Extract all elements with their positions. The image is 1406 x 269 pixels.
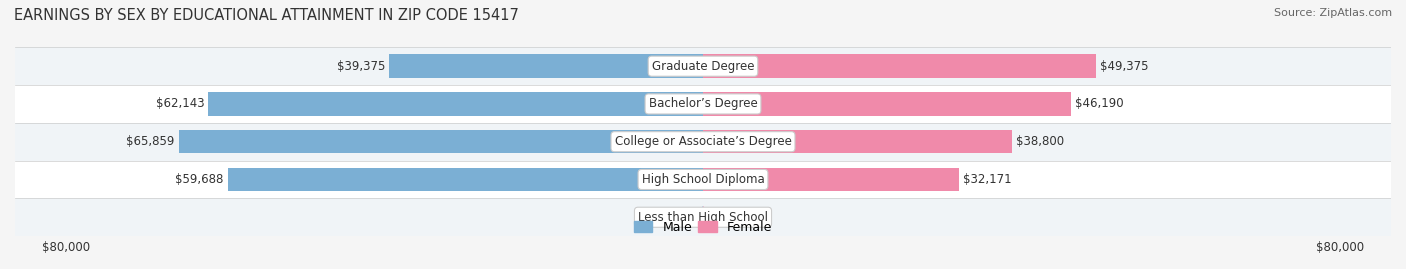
Text: College or Associate’s Degree: College or Associate’s Degree bbox=[614, 135, 792, 148]
Text: EARNINGS BY SEX BY EDUCATIONAL ATTAINMENT IN ZIP CODE 15417: EARNINGS BY SEX BY EDUCATIONAL ATTAINMEN… bbox=[14, 8, 519, 23]
Bar bbox=[703, 54, 1097, 78]
Text: $0: $0 bbox=[672, 211, 688, 224]
Text: $46,190: $46,190 bbox=[1074, 97, 1123, 111]
Text: Source: ZipAtlas.com: Source: ZipAtlas.com bbox=[1274, 8, 1392, 18]
Text: $39,375: $39,375 bbox=[337, 60, 385, 73]
Text: $32,171: $32,171 bbox=[963, 173, 1012, 186]
Text: $38,800: $38,800 bbox=[1017, 135, 1064, 148]
Text: $62,143: $62,143 bbox=[156, 97, 204, 111]
Bar bbox=[15, 85, 1391, 123]
Bar bbox=[208, 92, 703, 116]
Bar bbox=[703, 168, 959, 191]
Text: High School Diploma: High School Diploma bbox=[641, 173, 765, 186]
Bar bbox=[703, 130, 1012, 153]
Text: Graduate Degree: Graduate Degree bbox=[652, 60, 754, 73]
Bar bbox=[15, 123, 1391, 161]
Bar bbox=[15, 47, 1391, 85]
Text: $65,859: $65,859 bbox=[127, 135, 174, 148]
Bar bbox=[389, 54, 703, 78]
Bar bbox=[179, 130, 703, 153]
Bar bbox=[703, 92, 1071, 116]
Bar bbox=[15, 161, 1391, 198]
Text: Bachelor’s Degree: Bachelor’s Degree bbox=[648, 97, 758, 111]
Bar bbox=[15, 198, 1391, 236]
Text: $59,688: $59,688 bbox=[176, 173, 224, 186]
Text: $49,375: $49,375 bbox=[1099, 60, 1149, 73]
Text: Less than High School: Less than High School bbox=[638, 211, 768, 224]
Legend: Male, Female: Male, Female bbox=[634, 221, 772, 234]
Text: $0: $0 bbox=[718, 211, 734, 224]
Bar bbox=[228, 168, 703, 191]
